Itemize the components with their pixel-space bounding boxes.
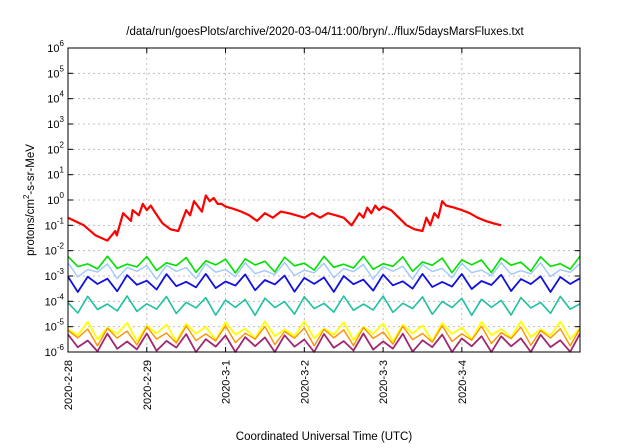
y-tick-label: 106 [47, 39, 64, 55]
y-axis-label-main: protons/cm [25, 199, 37, 256]
y-tick-label-base: 10 [47, 195, 59, 207]
y-tick-label: 102 [47, 140, 64, 156]
chart-title: /data/run/goesPlots/archive/2020-03-04/1… [126, 26, 524, 38]
y-tick-label: 10-2 [45, 242, 65, 258]
y-tick-label-base: 10 [45, 271, 57, 283]
y-tick-label-base: 10 [45, 322, 57, 334]
y-tick-label-exponent: 3 [60, 115, 65, 124]
y-axis-label: protons/cm2-s-sr-MeV [22, 144, 37, 256]
y-tick-label: 10-1 [45, 216, 65, 232]
series-line [67, 194, 502, 242]
y-tick-label-exponent: 1 [60, 166, 65, 175]
series-line [67, 325, 581, 347]
y-tick-label-exponent: 2 [60, 140, 65, 149]
grid [68, 48, 580, 352]
y-tick-label-base: 10 [45, 220, 57, 232]
series-line [67, 255, 581, 274]
y-axis-label-rest: -s-sr-MeV [25, 144, 37, 195]
x-tick-label: 2020-3-1 [221, 360, 233, 404]
y-axis-label-sup: 2 [22, 194, 31, 199]
y-tick-label-exponent: 4 [60, 90, 65, 99]
y-tick-label: 10-3 [45, 267, 65, 283]
y-tick-label: 105 [47, 64, 64, 80]
series-layer [67, 194, 581, 353]
axes: 10-610-510-410-310-210-11001011021031041… [45, 39, 580, 410]
y-tick-label-exponent: -6 [57, 343, 65, 352]
y-tick-label-base: 10 [47, 119, 59, 131]
y-tick-label-exponent: -4 [57, 292, 65, 301]
y-tick-label-exponent: 5 [60, 64, 65, 73]
y-tick-label-base: 10 [47, 94, 59, 106]
y-tick-label-exponent: -2 [57, 242, 65, 251]
y-tick-label-exponent: -3 [57, 267, 65, 276]
y-tick-label-base: 10 [45, 347, 57, 359]
y-tick-label-exponent: -1 [57, 216, 65, 225]
x-tick-label: 2020-3-2 [299, 360, 311, 404]
y-tick-label: 10-6 [45, 343, 65, 359]
y-tick-label-exponent: -5 [57, 318, 65, 327]
x-tick-label: 2020-2-28 [63, 360, 75, 410]
y-tick-label-exponent: 6 [60, 39, 65, 48]
y-tick-label: 10-4 [45, 292, 65, 308]
y-tick-label: 101 [47, 166, 64, 182]
x-tick-label: 2020-2-29 [142, 360, 154, 410]
y-tick-label-base: 10 [47, 144, 59, 156]
y-tick-label: 100 [47, 191, 64, 207]
series-line [67, 272, 581, 293]
series-line [67, 332, 581, 353]
y-tick-label-base: 10 [45, 296, 57, 308]
x-tick-label: 2020-3-4 [457, 360, 469, 404]
x-axis-label: Coordinated Universal Time (UTC) [236, 431, 413, 443]
y-tick-label: 103 [47, 115, 64, 131]
x-tick-label: 2020-3-3 [378, 360, 390, 404]
y-tick-label-base: 10 [47, 43, 59, 55]
series-line [67, 261, 581, 280]
y-tick-label-exponent: 0 [60, 191, 65, 200]
y-tick-label-base: 10 [47, 68, 59, 80]
series-line [67, 295, 581, 317]
y-tick-label-base: 10 [47, 170, 59, 182]
y-tick-label-base: 10 [45, 246, 57, 258]
y-tick-label: 104 [47, 90, 64, 106]
y-tick-label: 10-5 [45, 318, 65, 334]
